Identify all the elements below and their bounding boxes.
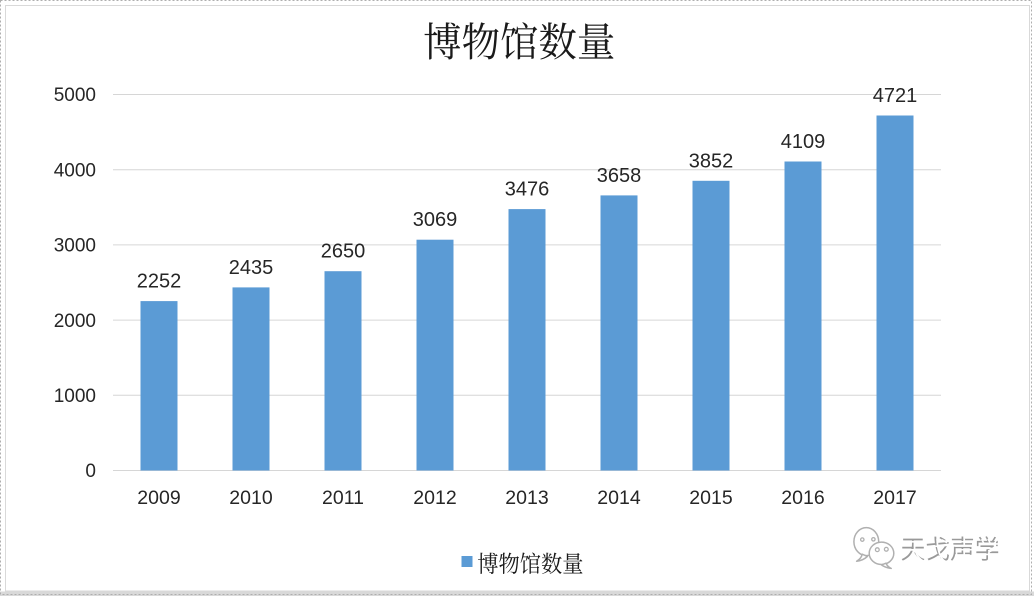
svg-text:4109: 4109 [781, 131, 826, 153]
svg-text:2017: 2017 [873, 487, 916, 509]
svg-text:3069: 3069 [413, 209, 458, 231]
svg-text:2011: 2011 [322, 487, 364, 509]
svg-text:2010: 2010 [229, 487, 273, 509]
svg-text:1000: 1000 [54, 386, 96, 407]
svg-text:4000: 4000 [54, 160, 96, 181]
svg-text:2009: 2009 [137, 487, 180, 509]
svg-text:2016: 2016 [781, 487, 824, 509]
svg-text:4721: 4721 [873, 85, 918, 107]
svg-text:2252: 2252 [137, 271, 182, 293]
svg-text:5000: 5000 [54, 85, 96, 106]
svg-text:2015: 2015 [689, 487, 733, 509]
svg-text:3000: 3000 [54, 236, 96, 257]
svg-text:3852: 3852 [689, 150, 734, 172]
svg-text:2650: 2650 [321, 241, 366, 263]
svg-text:2013: 2013 [505, 487, 548, 509]
svg-text:2014: 2014 [597, 487, 641, 509]
svg-text:2435: 2435 [229, 257, 274, 279]
svg-text:3658: 3658 [597, 165, 642, 187]
svg-text:2012: 2012 [413, 487, 456, 509]
svg-text:2000: 2000 [54, 311, 96, 332]
svg-text:3476: 3476 [505, 179, 550, 201]
svg-text:0: 0 [85, 461, 96, 482]
